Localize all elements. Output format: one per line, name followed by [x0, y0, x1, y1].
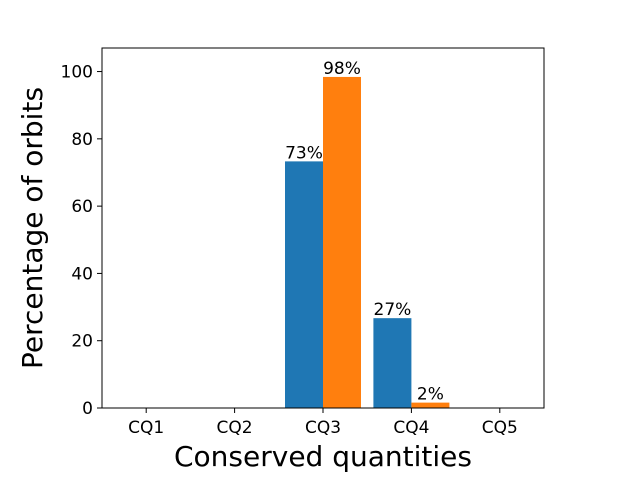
- bar-cq3-series-1: [285, 161, 323, 408]
- x-tick-label-cq5: CQ5: [482, 418, 518, 438]
- y-tick-label: 0: [82, 399, 93, 419]
- y-tick-label: 40: [71, 264, 93, 284]
- y-tick-label: 80: [71, 130, 93, 150]
- x-axis: CQ1 CQ2 CQ3 CQ4 CQ5: [128, 408, 518, 438]
- data-labels-layer: 73% 27% 98% 2%: [285, 59, 444, 405]
- data-label-cq4-series-2: 2%: [417, 385, 444, 405]
- data-label-cq3-series-1: 73%: [285, 143, 323, 163]
- y-tick-label: 60: [71, 197, 93, 217]
- y-axis: 0 20 40 60 80 100: [61, 63, 102, 419]
- x-tick-label-cq3: CQ3: [305, 418, 341, 438]
- bar-cq4-series-2: [411, 402, 450, 408]
- x-axis-title: Conserved quantities: [174, 440, 472, 473]
- bar-cq3-series-2: [323, 76, 361, 409]
- y-tick-label: 20: [71, 332, 93, 352]
- x-tick-label-cq4: CQ4: [393, 418, 429, 438]
- data-label-cq4-series-1: 27%: [374, 300, 412, 320]
- x-tick-label-cq2: CQ2: [217, 418, 253, 438]
- x-tick-label-cq1: CQ1: [128, 418, 164, 438]
- data-label-cq3-series-2: 98%: [323, 59, 361, 79]
- bars-layer: [285, 76, 450, 409]
- y-axis-title: Percentage of orbits: [16, 87, 49, 369]
- bar-cq4-series-1: [373, 318, 412, 408]
- y-tick-label: 100: [61, 63, 93, 83]
